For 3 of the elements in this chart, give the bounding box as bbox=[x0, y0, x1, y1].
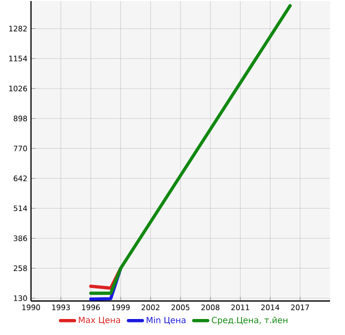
legend-label: Max Цена bbox=[78, 316, 120, 324]
legend-label: Min Цена bbox=[146, 316, 186, 324]
legend-label: Сред.Цена, т.йен bbox=[212, 316, 288, 325]
